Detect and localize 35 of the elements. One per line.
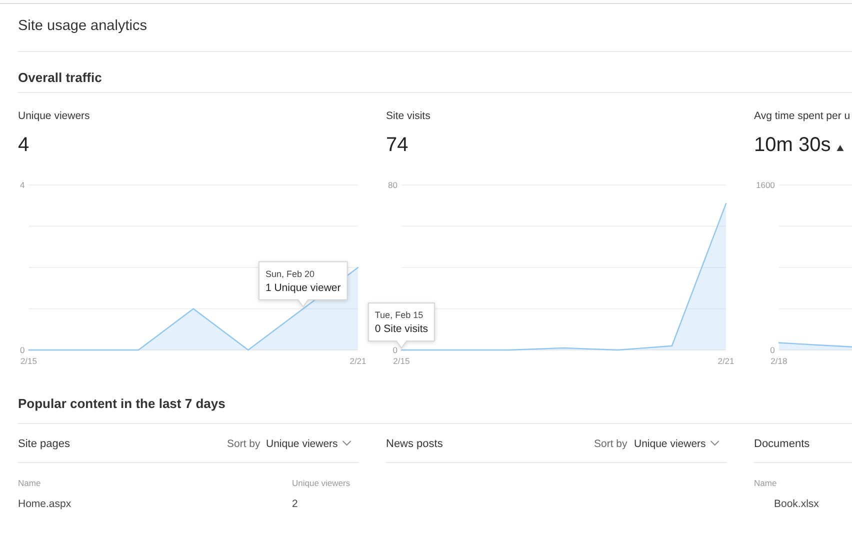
text: Site pages bbox=[18, 438, 70, 450]
chart-subtitle: 74 bbox=[386, 134, 408, 156]
text: Home.aspx bbox=[18, 498, 72, 510]
chart-title: Unique viewers bbox=[18, 110, 90, 122]
text: Site usage analytics bbox=[18, 18, 147, 34]
x-tick-label: 2/21 bbox=[718, 356, 735, 366]
text: News posts bbox=[386, 438, 444, 450]
x-tick-label: 2/18 bbox=[770, 356, 788, 366]
text: Sort by bbox=[594, 438, 628, 450]
text: Name bbox=[754, 478, 777, 488]
y-tick-label: 0 bbox=[770, 344, 776, 355]
text: Unique viewers bbox=[292, 478, 350, 488]
text: Name bbox=[18, 478, 41, 488]
text: Book.xlsx bbox=[774, 498, 820, 510]
x-tick-label: 2/21 bbox=[350, 356, 367, 366]
y-tick-label: 80 bbox=[388, 180, 398, 190]
y-tick-label: 0 bbox=[392, 344, 398, 355]
y-tick-label: 1600 bbox=[756, 180, 776, 190]
text: Unique viewers bbox=[634, 438, 706, 450]
y-tick-label: 0 bbox=[20, 344, 25, 355]
chart-title: Site visits bbox=[386, 110, 430, 122]
chart-subtitle: 10m 30s bbox=[754, 134, 831, 156]
annotation: Sun, Feb 20 bbox=[265, 268, 315, 279]
text: 2 bbox=[292, 498, 298, 510]
text: Documents bbox=[754, 438, 810, 450]
text: Sort by bbox=[227, 438, 262, 450]
chart-title: Avg time spent per u bbox=[754, 110, 850, 122]
annotation: 0 Site visits bbox=[374, 323, 428, 335]
x-tick-label: 2/15 bbox=[393, 356, 410, 366]
annotation: 1 Unique viewer bbox=[265, 282, 342, 294]
annotation: Tue, Feb 15 bbox=[374, 310, 424, 320]
text: Overall traffic bbox=[18, 70, 102, 85]
text: Unique viewers bbox=[266, 438, 338, 450]
text: Popular content in the last 7 days bbox=[18, 396, 226, 411]
x-tick-label: 2/15 bbox=[20, 356, 38, 366]
